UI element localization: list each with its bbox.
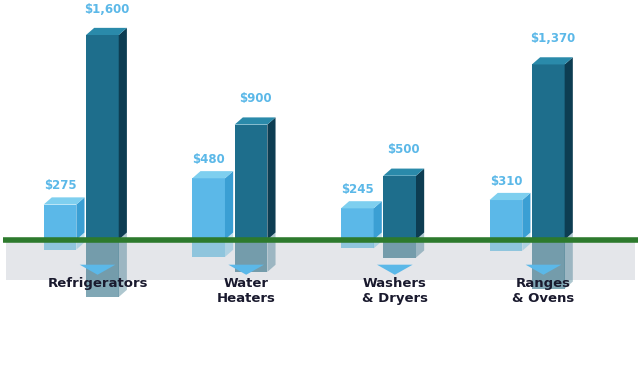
Polygon shape [86,28,127,35]
FancyBboxPatch shape [532,64,565,240]
Text: $1,600: $1,600 [84,3,129,16]
Polygon shape [44,197,85,204]
Text: $480: $480 [192,153,225,166]
FancyBboxPatch shape [341,208,374,240]
FancyBboxPatch shape [86,35,119,240]
Polygon shape [79,265,115,275]
Polygon shape [522,193,531,240]
Text: $245: $245 [341,183,374,196]
FancyBboxPatch shape [490,200,522,240]
Text: $900: $900 [239,92,271,105]
Polygon shape [267,118,276,240]
FancyBboxPatch shape [86,240,119,297]
Text: Washers
& Dryers: Washers & Dryers [362,277,428,305]
FancyBboxPatch shape [383,176,416,240]
Polygon shape [416,168,424,240]
Polygon shape [377,265,413,275]
Polygon shape [374,232,382,248]
Polygon shape [383,168,424,176]
Polygon shape [341,201,382,208]
Text: $310: $310 [490,175,522,188]
Polygon shape [76,232,85,249]
Polygon shape [565,232,573,289]
Polygon shape [374,201,382,240]
Polygon shape [225,232,233,257]
FancyBboxPatch shape [490,240,522,251]
Polygon shape [228,265,264,275]
FancyBboxPatch shape [192,178,225,240]
FancyBboxPatch shape [341,240,374,248]
Polygon shape [235,118,276,125]
Text: $500: $500 [387,144,420,156]
FancyBboxPatch shape [44,204,76,240]
FancyBboxPatch shape [235,240,267,272]
Polygon shape [192,171,233,178]
Text: $1,370: $1,370 [529,32,575,45]
Polygon shape [119,28,127,240]
FancyBboxPatch shape [532,240,565,289]
Text: Ranges
& Ovens: Ranges & Ovens [512,277,574,305]
FancyBboxPatch shape [235,125,267,240]
Polygon shape [267,232,276,272]
FancyBboxPatch shape [192,240,225,257]
Polygon shape [565,57,573,240]
Polygon shape [526,265,562,275]
Polygon shape [490,193,531,200]
Polygon shape [416,232,424,258]
Polygon shape [532,57,573,64]
Polygon shape [522,232,531,251]
FancyBboxPatch shape [383,240,416,258]
Text: Refrigerators: Refrigerators [47,277,148,290]
Polygon shape [119,232,127,297]
Text: Water
Heaters: Water Heaters [217,277,276,305]
Polygon shape [76,197,85,240]
FancyBboxPatch shape [44,240,76,249]
Text: $275: $275 [44,179,76,192]
Polygon shape [225,171,233,240]
Bar [6,240,635,280]
